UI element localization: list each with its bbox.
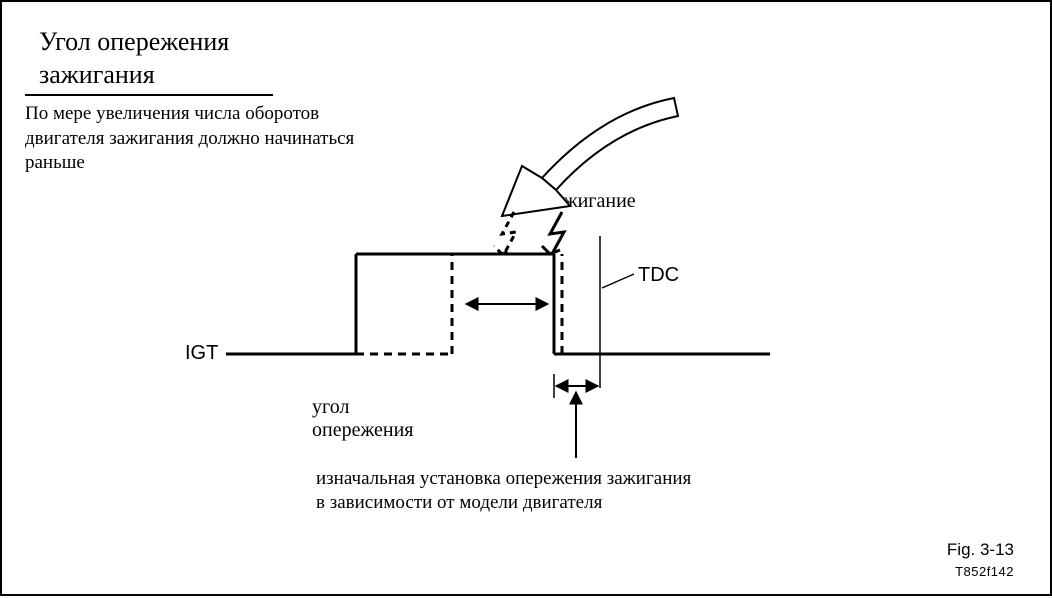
spark-solid-icon [542,212,564,254]
spark-dashed-icon [494,212,516,254]
tdc-leader [602,274,634,288]
timing-diagram [2,2,1052,598]
figure-frame: Угол опережения зажигания По мере увелич… [0,0,1052,596]
big-arrow-icon [502,98,678,216]
